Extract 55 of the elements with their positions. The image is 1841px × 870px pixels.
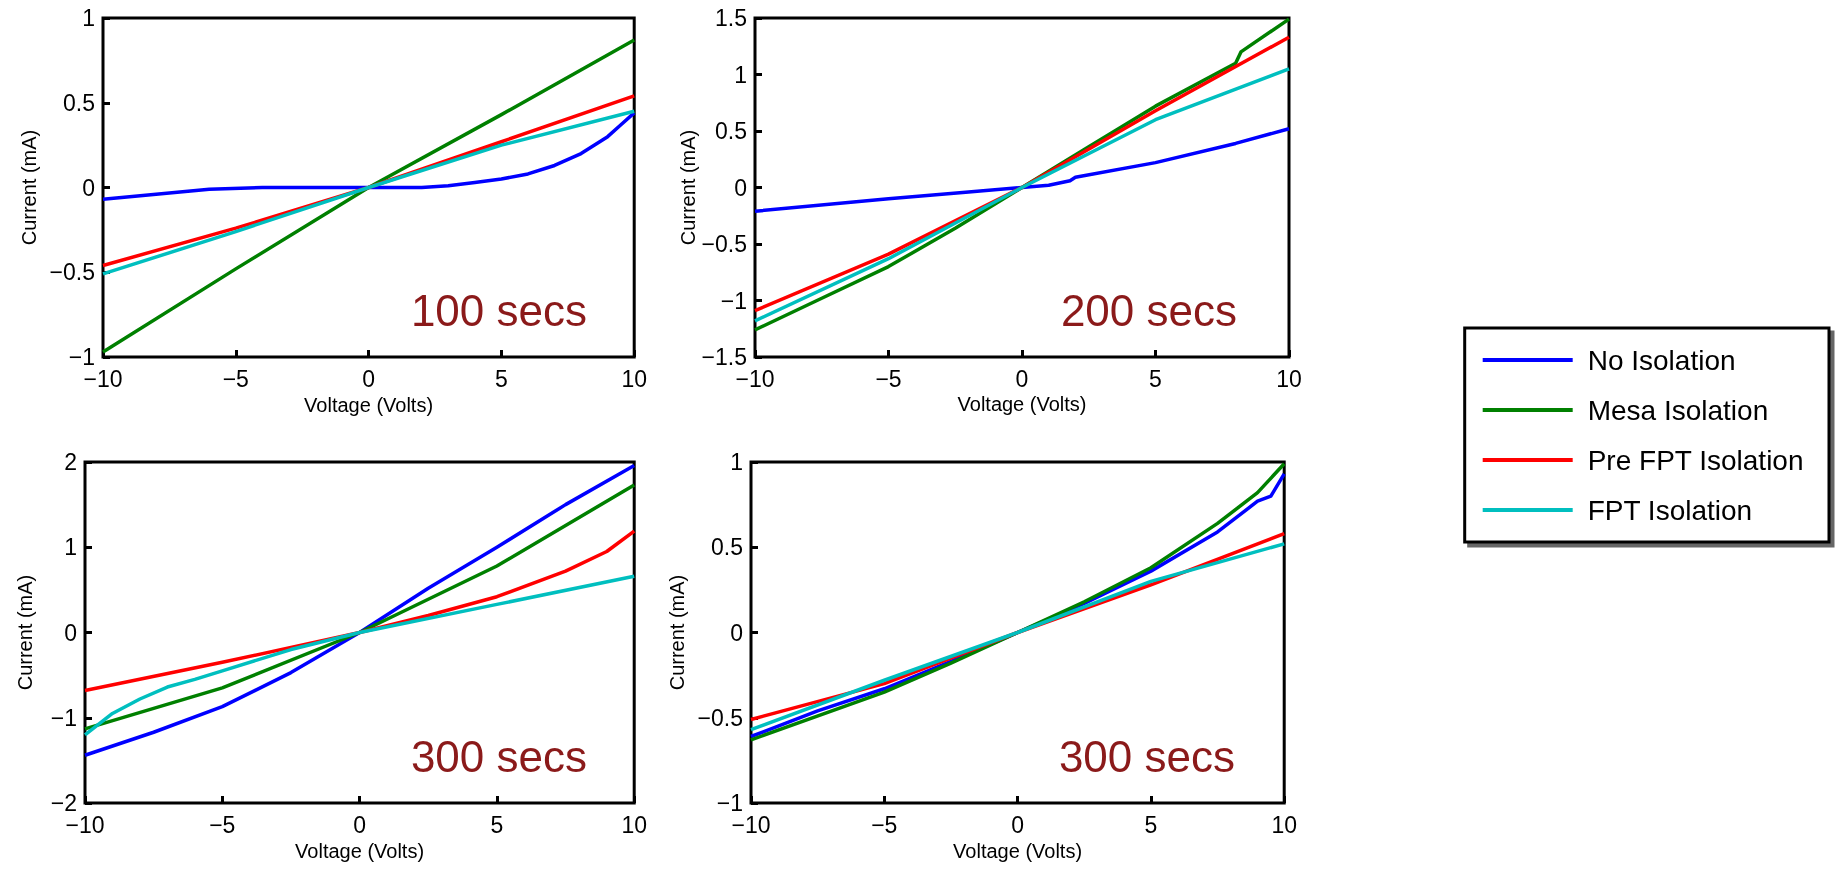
y-tick-label: −1 [50, 704, 77, 731]
x-tick-label: 10 [1271, 811, 1298, 838]
line-series [83, 483, 636, 731]
x-tick-label: −5 [875, 365, 902, 392]
legend-label: Pre FPT Isolation [1587, 444, 1804, 476]
y-tick-label: 1 [64, 534, 77, 561]
y-axis-title: Current (mA) [17, 129, 40, 246]
y-tick-label: 0 [734, 174, 747, 201]
x-tick-label: 5 [1144, 811, 1158, 838]
annotation: 300 secs [410, 731, 587, 781]
y-tick-label: 0 [64, 619, 77, 646]
x-tick-label: 5 [490, 811, 504, 838]
x-tick-label: 0 [353, 811, 366, 838]
line-series [753, 126, 1291, 213]
x-axis-title: Voltage (Volts) [304, 393, 434, 416]
y-axis-title: Current (mA) [14, 574, 36, 691]
y-tick-label: 0.5 [711, 534, 743, 561]
x-axis-title: Voltage (Volts) [957, 393, 1087, 415]
x-tick-label: 5 [495, 365, 508, 392]
y-tick-label: −0.5 [697, 704, 743, 731]
y-tick-label: −0.5 [701, 231, 747, 257]
y-tick-label: −0.5 [49, 259, 95, 286]
y-tick-label: 1 [730, 449, 743, 475]
y-tick-label: 1.5 [715, 5, 747, 31]
x-tick-label: 5 [1149, 365, 1162, 392]
annotation: 200 secs [1060, 285, 1237, 335]
line-series [101, 38, 636, 354]
legend-label: Mesa Isolation [1587, 394, 1769, 426]
y-tick-label: 2 [64, 449, 77, 475]
line-series [83, 574, 636, 737]
line-series [101, 111, 636, 202]
x-tick-label: −5 [222, 365, 249, 392]
x-axis-title: Voltage (Volts) [953, 839, 1083, 862]
x-tick-label: 0 [1011, 811, 1024, 838]
y-tick-label: 0 [82, 174, 95, 201]
y-tick-label: 1 [82, 5, 95, 31]
x-tick-label: 0 [1015, 365, 1029, 392]
y-axis-title: Current (mA) [676, 129, 699, 246]
x-tick-label: 10 [621, 365, 648, 392]
x-axis-title: Voltage (Volts) [295, 839, 425, 862]
x-tick-label: 10 [1276, 365, 1302, 392]
annotation: 300 secs [1058, 731, 1235, 781]
y-tick-label: 1 [734, 61, 747, 88]
x-tick-label: −5 [209, 811, 236, 838]
legend-label: FPT Isolation [1587, 494, 1753, 526]
y-tick-label: 0 [730, 619, 743, 646]
y-tick-label: 0.5 [63, 89, 95, 116]
y-tick-label: −1 [720, 287, 747, 314]
y-axis-title: Current (mA) [665, 574, 688, 691]
annotation: 100 secs [410, 285, 587, 335]
y-tick-label: 0.5 [715, 118, 747, 144]
x-tick-label: −5 [871, 811, 898, 838]
x-tick-label: 10 [621, 811, 648, 838]
x-tick-label: 0 [362, 365, 375, 392]
legend-label: No Isolation [1587, 344, 1736, 376]
